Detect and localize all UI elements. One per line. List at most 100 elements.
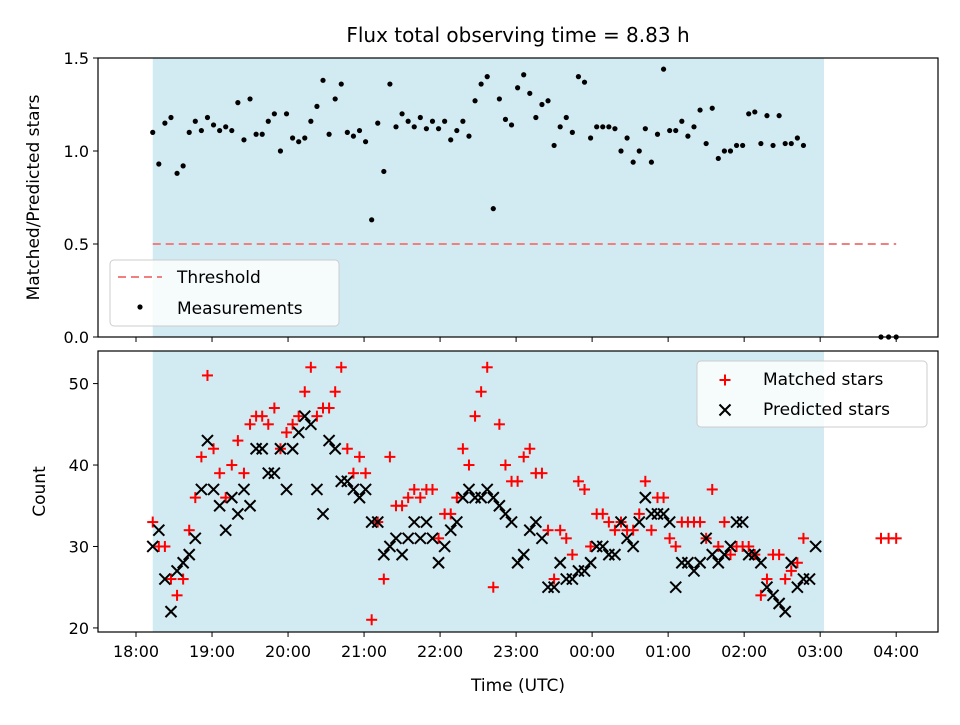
count-y-tick-label: 50 <box>69 375 89 394</box>
time-x-tick-label: 18:00 <box>113 642 159 661</box>
predicted-star-point <box>778 605 792 618</box>
cross-stroke <box>669 580 682 594</box>
measurement-point <box>296 139 302 145</box>
cross-stroke <box>280 483 293 496</box>
count-y-tick-label: 40 <box>69 456 89 475</box>
predicted-star-point <box>608 548 622 561</box>
predicted-star-point <box>687 564 701 578</box>
cross-stroke <box>462 483 476 496</box>
chart-title: Flux total observing time = 8.83 h <box>346 23 689 47</box>
measurement-point <box>223 124 229 130</box>
predicted-star-point <box>322 434 336 447</box>
predicted-star-point <box>760 580 774 594</box>
measurement-point <box>654 131 661 137</box>
measurement-point <box>563 114 569 121</box>
ratio-x-ticks <box>135 337 897 342</box>
legend-matched-label: Matched stars <box>763 370 883 390</box>
predicted-star-point <box>724 540 737 553</box>
matched-star-point <box>609 524 621 536</box>
cross-stroke <box>304 418 318 431</box>
measurement-point <box>606 124 612 130</box>
cross-stroke <box>316 507 330 521</box>
cross-stroke <box>243 499 257 512</box>
matched-star-point <box>718 516 730 528</box>
predicted-star-point <box>328 442 342 455</box>
predicted-star-point <box>389 532 403 545</box>
cross-stroke <box>712 556 725 569</box>
cross-stroke <box>803 572 816 586</box>
predicted-star-point <box>286 442 299 455</box>
cross-stroke <box>578 564 591 578</box>
measurement-point <box>624 135 630 141</box>
measurement-point <box>587 135 594 141</box>
matched-star-point <box>220 492 232 504</box>
cross-stroke <box>633 515 646 529</box>
measurement-points <box>150 66 899 340</box>
cross-stroke <box>383 540 397 553</box>
matched-star-point <box>633 508 645 520</box>
predicted-star-point <box>681 556 695 569</box>
matched-star-point <box>554 524 566 536</box>
measurement-point <box>758 140 764 147</box>
ratio-legend: Threshold Measurements <box>109 259 340 327</box>
matched-star-point <box>536 467 548 479</box>
measurement-point <box>788 140 794 147</box>
measurement-point <box>253 131 259 137</box>
measurement-point <box>648 159 655 165</box>
measurement-point <box>241 137 247 143</box>
cross-stroke <box>189 532 202 545</box>
predicted-star-point <box>310 483 324 496</box>
cross-stroke <box>414 532 427 545</box>
measurement-point <box>150 129 156 135</box>
predicted-star-point <box>566 572 579 586</box>
cross-stroke <box>152 523 166 537</box>
matched-star-point <box>305 361 317 373</box>
time-x-tick-label: 04:00 <box>873 642 919 661</box>
measurement-point <box>326 131 332 137</box>
measurement-point <box>320 77 326 83</box>
predicted-star-point <box>341 475 354 488</box>
measurement-point <box>709 105 715 111</box>
cross-stroke <box>438 540 451 553</box>
count-y-ticks: 20 30 40 50 <box>69 375 98 638</box>
matched-star-point <box>499 459 511 471</box>
predicted-star-point <box>280 483 293 496</box>
cross-stroke <box>785 556 798 569</box>
predicted-star-point <box>438 540 451 553</box>
legend-predicted-swatch <box>718 403 732 417</box>
cross-stroke <box>207 483 220 496</box>
cross-stroke <box>505 515 518 529</box>
cross-stroke <box>791 580 804 594</box>
ratio-y-axis-label: Matched/Predicted stars <box>24 94 44 300</box>
measurement-point <box>679 118 685 124</box>
measurement-point <box>375 120 381 126</box>
measurement-point <box>387 81 393 87</box>
cross-stroke <box>420 515 433 529</box>
cross-stroke <box>170 564 184 578</box>
predicted-star-point <box>401 532 415 545</box>
matched-star-point <box>147 516 159 528</box>
matched-star-point <box>226 459 238 471</box>
cross-stroke <box>566 572 579 586</box>
cross-stroke <box>292 426 305 439</box>
measurement-point <box>399 111 405 117</box>
measurement-point <box>752 109 758 115</box>
matched-star-point <box>463 459 475 471</box>
measurement-point <box>229 127 235 134</box>
measurement-point <box>776 113 782 119</box>
matched-star-point <box>639 475 651 487</box>
ratio-y-tick-label: 0.0 <box>64 328 89 347</box>
matched-stars-points <box>147 361 902 626</box>
predicted-star-point <box>487 491 500 504</box>
measurement-point <box>490 206 496 212</box>
cross-stroke <box>620 532 634 545</box>
matched-star-point <box>658 492 670 504</box>
cross-stroke <box>511 556 524 569</box>
matched-star-point <box>487 581 499 593</box>
predicted-star-point <box>316 507 330 521</box>
cross-stroke <box>298 409 311 423</box>
measurement-point <box>721 148 727 154</box>
cross-stroke <box>219 523 232 537</box>
cross-stroke <box>450 515 464 529</box>
